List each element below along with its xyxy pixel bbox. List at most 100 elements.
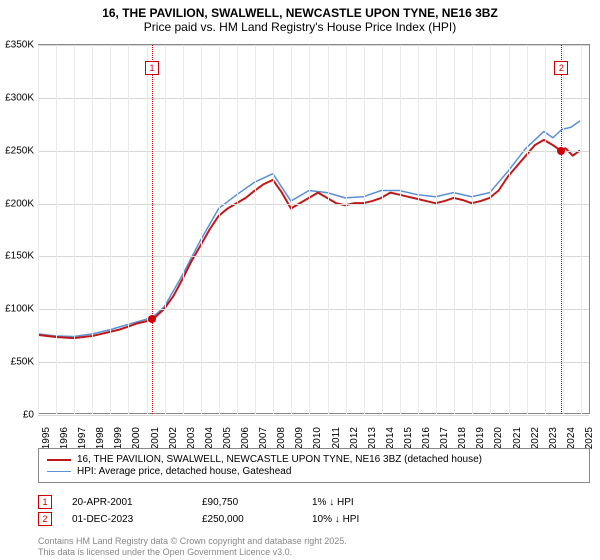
legend-swatch: [47, 459, 71, 461]
x-tick-label: 2010: [312, 427, 323, 449]
gridline-v: [219, 45, 220, 414]
sale-marker-dot-1: [148, 315, 156, 323]
x-tick-label: 2019: [475, 427, 486, 449]
gridline-v: [545, 45, 546, 414]
gridline-v: [147, 45, 148, 414]
title-line2: Price paid vs. HM Land Registry's House …: [0, 20, 600, 34]
gridline-v: [56, 45, 57, 414]
footer-line1: Contains HM Land Registry data © Crown c…: [38, 536, 347, 547]
gridline-v: [165, 45, 166, 414]
gridline-v: [255, 45, 256, 414]
sale-marker-box-1: 1: [145, 61, 159, 75]
x-tick-label: 2014: [385, 427, 396, 449]
gridline-h: [38, 204, 589, 205]
gridline-v: [490, 45, 491, 414]
sale-marker-line-2: [561, 45, 562, 414]
y-tick-label: £0: [0, 410, 34, 421]
y-tick-label: £200K: [0, 198, 34, 209]
legend-item-0: 16, THE PAVILION, SWALWELL, NEWCASTLE UP…: [47, 454, 581, 465]
x-tick-label: 2015: [403, 427, 414, 449]
y-tick-label: £100K: [0, 304, 34, 315]
gridline-v: [110, 45, 111, 414]
x-tick-label: 2002: [168, 427, 179, 449]
legend-label: HPI: Average price, detached house, Gate…: [77, 466, 291, 477]
gridline-v: [273, 45, 274, 414]
gridline-v: [74, 45, 75, 414]
x-tick-label: 2020: [493, 427, 504, 449]
x-tick-label: 1996: [59, 427, 70, 449]
legend-label: 16, THE PAVILION, SWALWELL, NEWCASTLE UP…: [77, 454, 482, 465]
title-line1: 16, THE PAVILION, SWALWELL, NEWCASTLE UP…: [0, 6, 600, 20]
x-tick-label: 2025: [584, 427, 595, 449]
gridline-v: [92, 45, 93, 414]
x-tick-label: 1999: [113, 427, 124, 449]
sale-price: £250,000: [202, 514, 292, 525]
x-tick-label: 2001: [150, 427, 161, 449]
sale-marker-box-2: 2: [554, 61, 568, 75]
x-tick-label: 2003: [186, 427, 197, 449]
gridline-h: [38, 151, 589, 152]
sale-diff: 10% ↓ HPI: [312, 514, 412, 525]
sale-row-marker: 2: [38, 512, 52, 526]
sale-diff: 1% ↓ HPI: [312, 497, 412, 508]
sale-date: 20-APR-2001: [72, 497, 182, 508]
series-svg: [38, 45, 589, 414]
sales-table: 120-APR-2001£90,7501% ↓ HPI201-DEC-2023£…: [38, 492, 590, 529]
x-tick-label: 2018: [457, 427, 468, 449]
gridline-v: [418, 45, 419, 414]
x-tick-label: 2008: [276, 427, 287, 449]
sale-date: 01-DEC-2023: [72, 514, 182, 525]
legend-swatch: [47, 471, 71, 472]
x-tick-label: 1995: [41, 427, 52, 449]
x-tick-label: 2007: [258, 427, 269, 449]
gridline-v: [472, 45, 473, 414]
gridline-h: [38, 362, 589, 363]
x-tick-label: 2016: [421, 427, 432, 449]
gridline-v: [291, 45, 292, 414]
x-tick-label: 2024: [566, 427, 577, 449]
gridline-v: [128, 45, 129, 414]
x-tick-label: 2005: [222, 427, 233, 449]
gridline-h: [38, 415, 589, 416]
gridline-h: [38, 45, 589, 46]
gridline-v: [309, 45, 310, 414]
sale-row-marker: 1: [38, 495, 52, 509]
x-tick-label: 1998: [95, 427, 106, 449]
x-tick-label: 2017: [439, 427, 450, 449]
sale-marker-line-1: [152, 45, 153, 414]
legend-item-1: HPI: Average price, detached house, Gate…: [47, 466, 581, 477]
chart-title: 16, THE PAVILION, SWALWELL, NEWCASTLE UP…: [0, 0, 600, 36]
gridline-v: [454, 45, 455, 414]
gridline-v: [382, 45, 383, 414]
x-tick-label: 1997: [77, 427, 88, 449]
footer-attribution: Contains HM Land Registry data © Crown c…: [38, 536, 347, 558]
sale-row-1: 120-APR-2001£90,7501% ↓ HPI: [38, 495, 590, 509]
legend: 16, THE PAVILION, SWALWELL, NEWCASTLE UP…: [38, 448, 590, 483]
y-tick-label: £300K: [0, 92, 34, 103]
gridline-v: [527, 45, 528, 414]
gridline-v: [563, 45, 564, 414]
y-tick-label: £150K: [0, 251, 34, 262]
x-tick-label: 2021: [512, 427, 523, 449]
x-tick-label: 2009: [294, 427, 305, 449]
gridline-v: [237, 45, 238, 414]
chart-plot-area: £0£50K£100K£150K£200K£250K£300K£350K1995…: [38, 44, 590, 414]
x-tick-label: 2011: [331, 427, 342, 449]
gridline-v: [581, 45, 582, 414]
gridline-v: [436, 45, 437, 414]
y-tick-label: £50K: [0, 357, 34, 368]
y-tick-label: £250K: [0, 145, 34, 156]
gridline-v: [346, 45, 347, 414]
gridline-v: [38, 45, 39, 414]
gridline-v: [328, 45, 329, 414]
x-tick-label: 2012: [349, 427, 360, 449]
x-tick-label: 2023: [548, 427, 559, 449]
gridline-v: [509, 45, 510, 414]
gridline-v: [400, 45, 401, 414]
gridline-v: [364, 45, 365, 414]
gridline-h: [38, 256, 589, 257]
x-tick-label: 2022: [530, 427, 541, 449]
x-tick-label: 2004: [204, 427, 215, 449]
gridline-h: [38, 98, 589, 99]
x-tick-label: 2013: [367, 427, 378, 449]
